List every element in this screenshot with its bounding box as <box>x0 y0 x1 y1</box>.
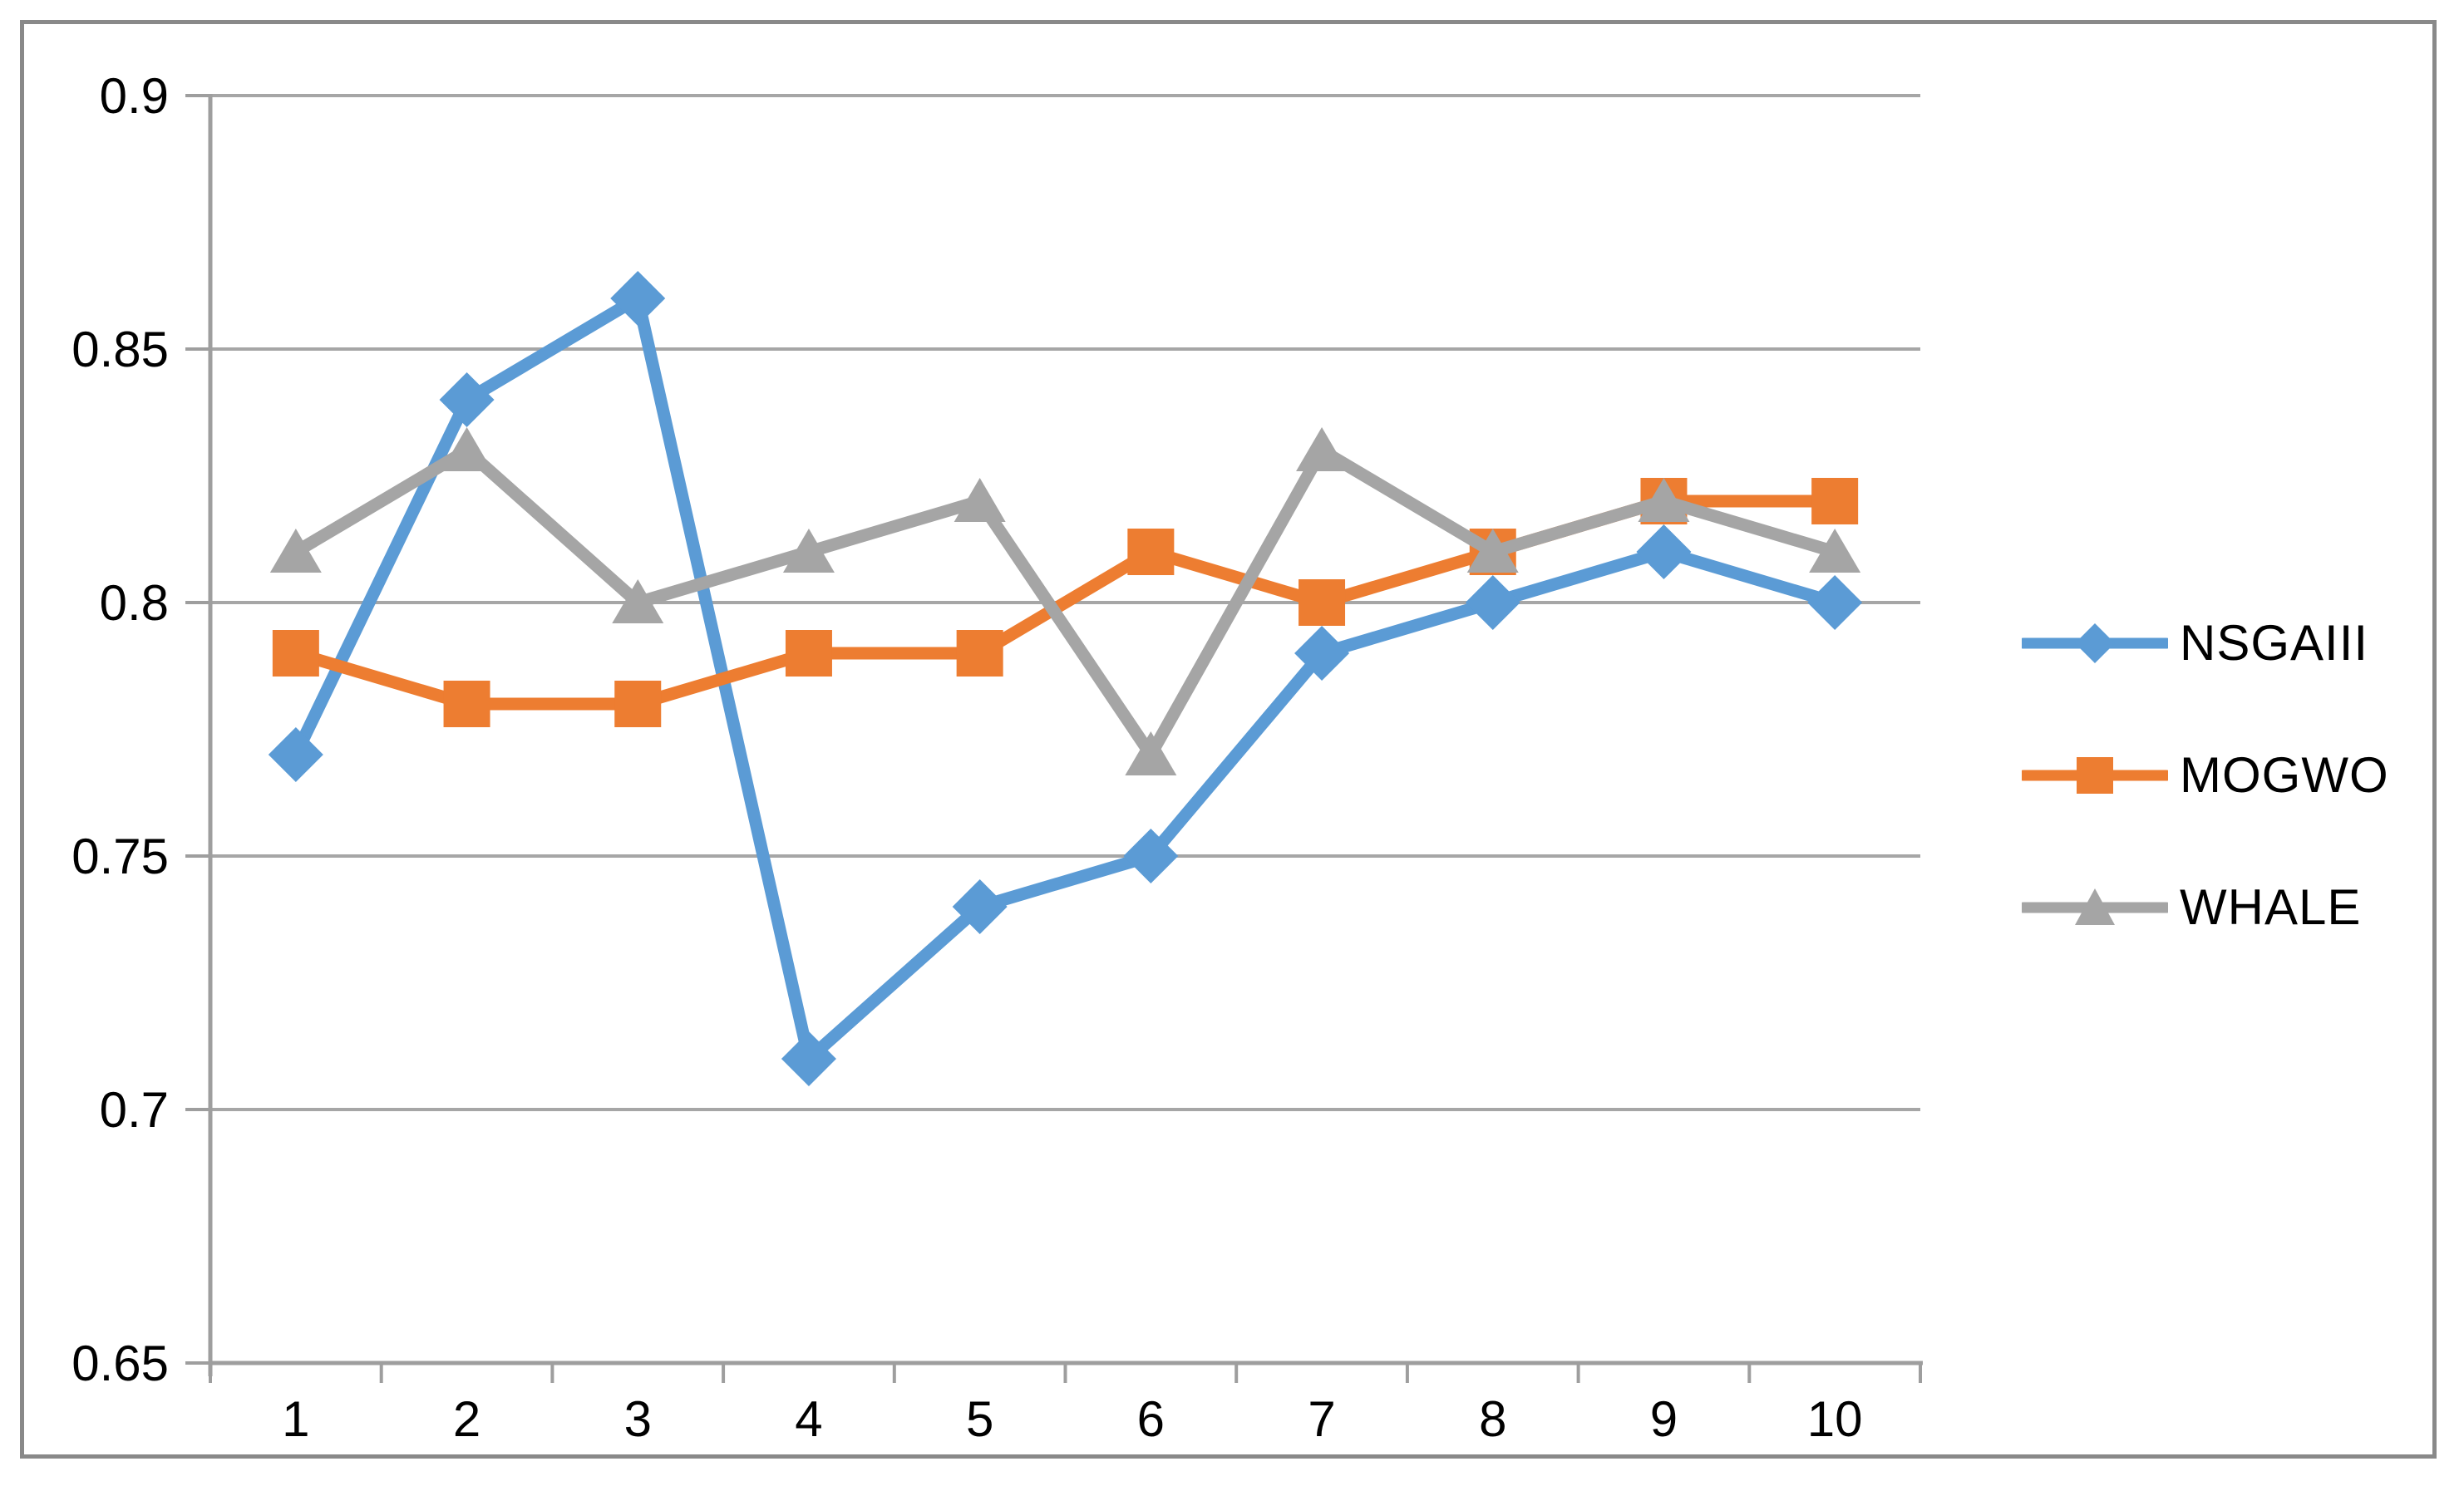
series-marker-whale <box>1809 529 1861 573</box>
series-line-nsgaiii <box>289 292 1841 1065</box>
x-tick-label: 9 <box>1650 1391 1678 1447</box>
series-marker-mogwo <box>1127 529 1175 575</box>
series-marker-mogwo <box>443 681 490 727</box>
y-tick-label: 0.85 <box>71 322 169 377</box>
y-tick-label: 0.65 <box>71 1336 169 1391</box>
legend-swatch-nsgaiii <box>2022 622 2168 663</box>
y-tick-label: 0.7 <box>100 1082 169 1138</box>
legend-label-whale: WHALE <box>2180 879 2362 935</box>
series-marker-nsgaiii <box>439 372 495 427</box>
series-marker-whale <box>954 478 1006 522</box>
series-marker-nsgaiii <box>268 727 323 782</box>
series-marker-nsgaiii <box>1807 575 1863 630</box>
y-tick-label: 0.9 <box>100 68 169 124</box>
x-tick-label: 3 <box>624 1391 652 1447</box>
x-tick-label: 7 <box>1308 1391 1335 1447</box>
x-tick-label: 5 <box>966 1391 993 1447</box>
series-marker-mogwo <box>1299 579 1346 626</box>
series-marker-nsgaiii <box>1123 829 1179 883</box>
series-line-whale <box>289 444 1841 761</box>
legend: NSGAIII MOGWO WHALE <box>2022 614 2389 936</box>
series-marker-mogwo <box>1811 478 1859 524</box>
legend-item-nsgaiii: NSGAIII <box>2022 614 2389 672</box>
y-tick-label: 0.75 <box>71 829 169 884</box>
x-tick-label: 1 <box>282 1391 309 1447</box>
series-marker-whale <box>441 427 493 471</box>
legend-label-mogwo: MOGWO <box>2180 747 2389 803</box>
x-tick-label: 8 <box>1479 1391 1506 1447</box>
y-tick-label: 0.8 <box>100 575 169 631</box>
legend-marker-diamond <box>2075 622 2115 663</box>
legend-swatch-mogwo <box>2022 756 2168 794</box>
legend-swatch-whale <box>2022 888 2168 925</box>
series-marker-whale <box>1638 478 1690 522</box>
series-marker-nsgaiii <box>1294 626 1350 681</box>
x-tick-label: 2 <box>453 1391 480 1447</box>
x-tick-label: 6 <box>1137 1391 1165 1447</box>
legend-marker-triangle <box>2075 888 2115 925</box>
series-marker-mogwo <box>956 630 1003 677</box>
legend-item-mogwo: MOGWO <box>2022 746 2389 804</box>
series-marker-nsgaiii <box>1465 575 1520 630</box>
series-marker-whale <box>1125 731 1177 775</box>
series-marker-nsgaiii <box>610 271 666 326</box>
legend-label-nsgaiii: NSGAIII <box>2180 615 2369 671</box>
x-tick-label: 4 <box>795 1391 822 1447</box>
series-marker-nsgaiii <box>952 879 1008 934</box>
legend-item-whale: WHALE <box>2022 878 2389 936</box>
x-tick-label: 10 <box>1807 1391 1863 1447</box>
series-marker-whale <box>612 579 664 623</box>
series-marker-whale <box>269 529 322 573</box>
series-marker-nsgaiii <box>1636 524 1692 579</box>
series-marker-nsgaiii <box>781 1031 836 1086</box>
series-marker-whale <box>782 529 835 573</box>
series-marker-mogwo <box>614 681 662 727</box>
series-marker-mogwo <box>785 630 832 677</box>
series-marker-whale <box>1296 427 1348 471</box>
legend-marker-square <box>2077 756 2113 794</box>
series-marker-whale <box>1466 529 1519 573</box>
series-marker-mogwo <box>272 630 319 677</box>
